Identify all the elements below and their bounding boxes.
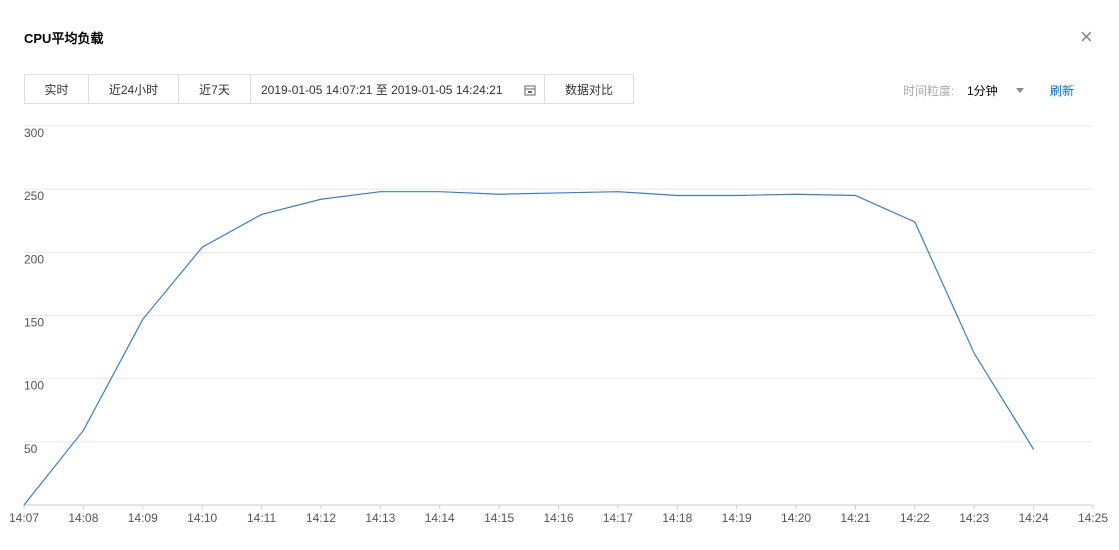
tab[interactable]: 近7天 bbox=[178, 74, 251, 104]
close-button[interactable]: × bbox=[1080, 24, 1093, 49]
y-tick-label: 100 bbox=[24, 379, 44, 393]
x-tick-label: 14:24 bbox=[1019, 511, 1049, 525]
x-tick-label: 14:18 bbox=[662, 511, 692, 525]
x-tick-label: 14:11 bbox=[247, 511, 276, 525]
x-tick-label: 14:19 bbox=[722, 511, 752, 525]
date-range-text: 2019-01-05 14:07:21 至 2019-01-05 14:24:2… bbox=[261, 82, 503, 97]
tab[interactable]: 实时 bbox=[24, 74, 89, 104]
dialog-title: CPU平均负载 bbox=[24, 31, 104, 46]
date-range[interactable]: 2019-01-05 14:07:21 至 2019-01-05 14:24:2… bbox=[250, 74, 545, 104]
x-tick-label: 14:12 bbox=[306, 511, 336, 525]
x-tick-label: 14:14 bbox=[425, 511, 455, 525]
dropdown-caret[interactable] bbox=[1015, 88, 1025, 94]
y-tick-label: 50 bbox=[24, 442, 38, 456]
x-tick-label: 14:15 bbox=[484, 511, 514, 525]
x-tick-label: 14:09 bbox=[128, 511, 158, 525]
calendar-icon bbox=[524, 85, 536, 96]
y-tick-label: 250 bbox=[24, 189, 44, 203]
granularity-select[interactable]: 1分钟 bbox=[967, 84, 998, 98]
granularity-label: 时间粒度: bbox=[903, 84, 955, 98]
data-line bbox=[23, 191, 1035, 506]
x-tick-label: 14:16 bbox=[543, 511, 573, 525]
y-tick-label: 300 bbox=[24, 126, 44, 140]
tab[interactable]: 近24小时 bbox=[88, 74, 179, 104]
x-tick-label: 14:23 bbox=[959, 511, 989, 525]
x-tick-label: 14:25 bbox=[1078, 511, 1108, 525]
toolbar: 实时 近24小时 近7天 2019-01-05 14:07:21 至 2019-… bbox=[24, 74, 634, 104]
x-tick-label: 14:22 bbox=[900, 511, 930, 525]
refresh-link[interactable]: 刷新 bbox=[1050, 84, 1075, 98]
x-tick-label: 14:07 bbox=[9, 511, 39, 525]
compare-button[interactable]: 数据对比 bbox=[544, 74, 634, 104]
x-tick-label: 14:20 bbox=[781, 511, 811, 525]
x-tick-label: 14:10 bbox=[187, 511, 217, 525]
x-tick-label: 14:13 bbox=[365, 511, 395, 525]
x-tick-label: 14:08 bbox=[68, 511, 98, 525]
y-tick-label: 200 bbox=[24, 252, 44, 266]
y-tick-label: 150 bbox=[24, 316, 44, 330]
x-tick-label: 14:17 bbox=[603, 511, 633, 525]
x-tick-label: 14:21 bbox=[840, 511, 870, 525]
